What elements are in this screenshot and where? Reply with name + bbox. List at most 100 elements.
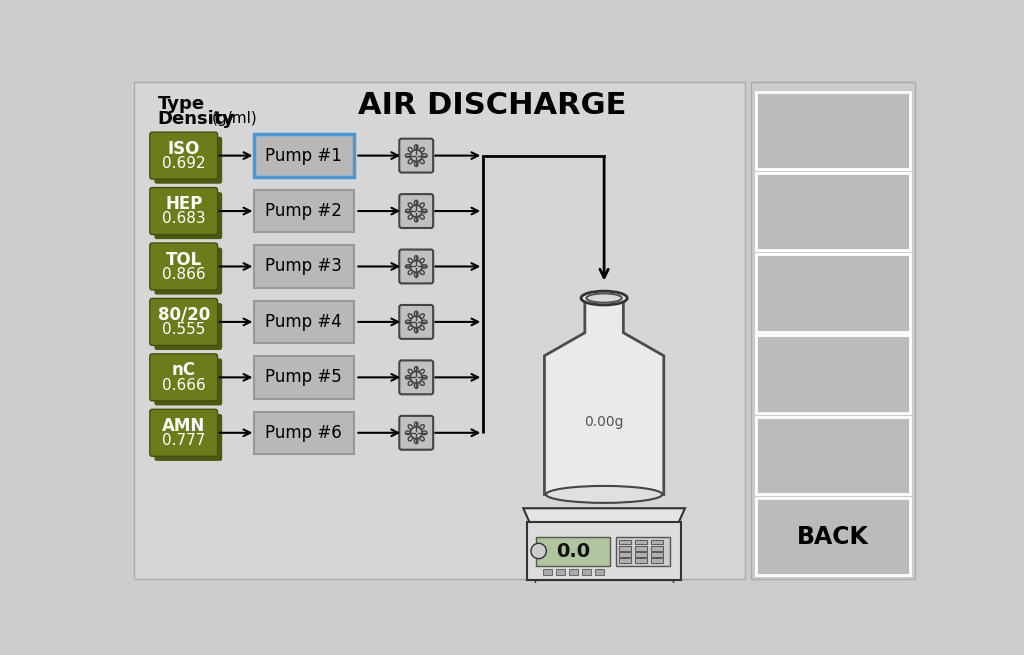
FancyBboxPatch shape: [756, 417, 909, 494]
Circle shape: [411, 427, 422, 439]
Ellipse shape: [406, 154, 411, 157]
FancyBboxPatch shape: [254, 411, 354, 454]
Text: 0.555: 0.555: [162, 322, 206, 337]
Ellipse shape: [420, 270, 424, 274]
FancyBboxPatch shape: [651, 546, 664, 551]
Text: Density: Density: [158, 109, 234, 128]
Ellipse shape: [415, 200, 418, 206]
FancyBboxPatch shape: [535, 580, 674, 589]
Ellipse shape: [409, 147, 413, 152]
FancyBboxPatch shape: [155, 414, 222, 461]
Text: (g/ml): (g/ml): [211, 111, 257, 126]
Text: 0.666: 0.666: [162, 377, 206, 392]
Circle shape: [411, 316, 422, 328]
FancyBboxPatch shape: [595, 569, 604, 575]
FancyBboxPatch shape: [399, 305, 433, 339]
Polygon shape: [523, 508, 685, 522]
Text: nC: nC: [172, 362, 196, 379]
Ellipse shape: [420, 215, 424, 219]
Ellipse shape: [422, 320, 427, 324]
FancyBboxPatch shape: [582, 569, 591, 575]
Ellipse shape: [420, 314, 424, 318]
Ellipse shape: [415, 255, 418, 261]
Text: 0.777: 0.777: [162, 433, 206, 448]
Text: BACK: BACK: [797, 525, 868, 548]
FancyBboxPatch shape: [254, 301, 354, 343]
FancyBboxPatch shape: [150, 299, 217, 345]
Ellipse shape: [409, 270, 413, 274]
FancyBboxPatch shape: [756, 92, 909, 169]
Text: 80/20: 80/20: [158, 306, 210, 324]
Ellipse shape: [409, 259, 413, 263]
Text: AMN: AMN: [162, 417, 206, 435]
FancyBboxPatch shape: [635, 552, 647, 557]
Ellipse shape: [415, 311, 418, 316]
FancyBboxPatch shape: [752, 83, 915, 579]
FancyBboxPatch shape: [635, 558, 647, 563]
Text: Pump #5: Pump #5: [265, 368, 342, 386]
Ellipse shape: [415, 328, 418, 333]
FancyBboxPatch shape: [155, 358, 222, 405]
FancyBboxPatch shape: [150, 243, 217, 290]
FancyBboxPatch shape: [618, 540, 631, 544]
FancyBboxPatch shape: [399, 416, 433, 450]
Text: 0.866: 0.866: [162, 267, 206, 282]
Text: Pump #6: Pump #6: [265, 424, 342, 442]
FancyBboxPatch shape: [756, 173, 909, 250]
FancyBboxPatch shape: [150, 132, 217, 179]
Ellipse shape: [406, 375, 411, 379]
Ellipse shape: [409, 381, 413, 385]
FancyBboxPatch shape: [527, 522, 681, 580]
Ellipse shape: [409, 203, 413, 208]
FancyBboxPatch shape: [254, 246, 354, 288]
Text: 0.683: 0.683: [162, 212, 206, 226]
FancyBboxPatch shape: [756, 498, 909, 575]
Text: Pump #1: Pump #1: [265, 147, 342, 164]
Text: AIR DISCHARGE: AIR DISCHARGE: [358, 91, 627, 120]
Ellipse shape: [415, 438, 418, 443]
FancyBboxPatch shape: [254, 134, 354, 177]
Circle shape: [531, 543, 547, 559]
Ellipse shape: [420, 259, 424, 263]
FancyBboxPatch shape: [155, 192, 222, 239]
Ellipse shape: [415, 367, 418, 372]
FancyBboxPatch shape: [150, 354, 217, 401]
Ellipse shape: [415, 161, 418, 166]
FancyBboxPatch shape: [543, 569, 552, 575]
Text: TOL: TOL: [166, 251, 202, 269]
Ellipse shape: [406, 209, 411, 213]
FancyBboxPatch shape: [651, 540, 664, 544]
Ellipse shape: [409, 369, 413, 374]
Circle shape: [411, 371, 422, 383]
FancyBboxPatch shape: [155, 303, 222, 350]
FancyBboxPatch shape: [134, 83, 745, 579]
Ellipse shape: [415, 145, 418, 150]
FancyBboxPatch shape: [150, 409, 217, 457]
Ellipse shape: [409, 326, 413, 330]
FancyBboxPatch shape: [254, 356, 354, 398]
Ellipse shape: [406, 431, 411, 435]
Text: ISO: ISO: [168, 140, 200, 158]
Circle shape: [411, 205, 422, 217]
Text: 0.0: 0.0: [556, 542, 590, 561]
Ellipse shape: [409, 314, 413, 318]
FancyBboxPatch shape: [756, 254, 909, 331]
FancyBboxPatch shape: [756, 335, 909, 413]
Text: Pump #2: Pump #2: [265, 202, 342, 220]
FancyBboxPatch shape: [618, 546, 631, 551]
Ellipse shape: [420, 424, 424, 429]
FancyBboxPatch shape: [537, 536, 609, 566]
Text: Type: Type: [158, 95, 205, 113]
FancyBboxPatch shape: [651, 558, 664, 563]
FancyBboxPatch shape: [399, 250, 433, 284]
Polygon shape: [545, 298, 664, 495]
Ellipse shape: [420, 381, 424, 385]
Ellipse shape: [420, 369, 424, 374]
FancyBboxPatch shape: [568, 569, 578, 575]
FancyBboxPatch shape: [399, 194, 433, 228]
FancyBboxPatch shape: [399, 360, 433, 394]
Ellipse shape: [422, 209, 427, 213]
FancyBboxPatch shape: [254, 190, 354, 233]
FancyBboxPatch shape: [635, 546, 647, 551]
Circle shape: [411, 150, 422, 161]
